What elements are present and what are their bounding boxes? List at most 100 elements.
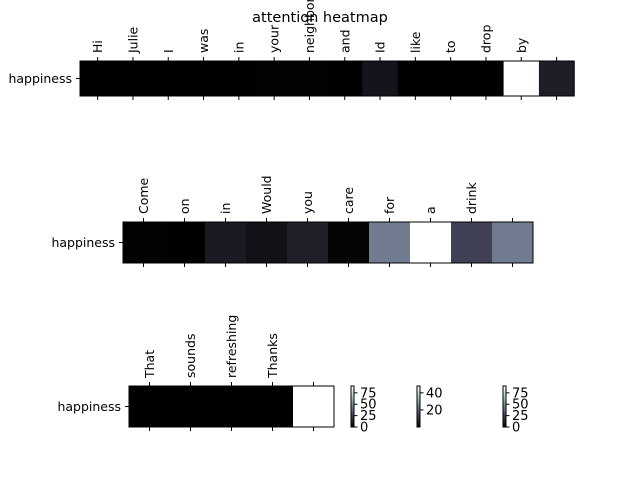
y-tick-label: happiness <box>51 235 115 250</box>
colorbar-segment <box>417 424 420 427</box>
heatmap-panel: That sounds refreshing Thanks happiness <box>57 315 335 431</box>
colorbar-segment <box>351 387 354 389</box>
heatmap-cell <box>410 222 452 263</box>
x-tick-label: to <box>443 40 458 53</box>
colorbar-segment <box>417 387 420 389</box>
colorbar-segment <box>503 408 506 410</box>
heatmap-panel: Come on in Would you care for a drink happiness <box>51 175 534 267</box>
heatmap-cell <box>150 61 187 96</box>
colorbar-segment <box>351 400 354 402</box>
colorbar-segment <box>503 404 506 406</box>
colorbar-segment <box>417 396 420 398</box>
y-tick-label: happiness <box>57 399 121 414</box>
colorbar-segment <box>351 413 354 415</box>
colorbar-segment <box>351 393 354 395</box>
colorbar-segment <box>417 405 420 407</box>
colorbar-segment <box>503 392 506 394</box>
colorbar-segment <box>351 395 354 397</box>
heatmap-cell <box>397 61 434 96</box>
colorbar-tick-label: 40 <box>426 386 443 401</box>
colorbar-segment <box>503 394 506 396</box>
heatmap-cell <box>293 386 335 427</box>
y-tick-label: happiness <box>8 71 72 86</box>
colorbar-segment <box>417 416 420 419</box>
colorbar-segment <box>503 398 506 400</box>
colorbar-segment <box>351 424 354 427</box>
colorbar-tick-label: 0 <box>360 421 368 436</box>
colorbar-segment <box>351 397 354 399</box>
heatmap-cell <box>115 61 151 96</box>
colorbar-segment <box>417 408 420 410</box>
heatmap-cell <box>205 222 247 263</box>
x-tick-label: by <box>514 37 529 53</box>
colorbar-segment <box>351 406 354 408</box>
x-tick-label: drink <box>464 182 479 214</box>
colorbar-segment <box>417 390 420 392</box>
colorbar-segment <box>351 407 354 409</box>
colorbar-segment <box>351 394 354 396</box>
colorbar-segment <box>417 422 420 425</box>
heatmap-cell <box>538 61 575 96</box>
x-tick-label: Julie <box>125 26 140 54</box>
colorbar-segment <box>503 395 506 397</box>
colorbar-segment <box>351 389 354 391</box>
colorbar-segment <box>503 415 506 418</box>
colorbar-segment <box>351 392 354 394</box>
colorbar-segment <box>503 405 506 407</box>
x-tick-label: for <box>382 196 397 214</box>
colorbar-segment <box>417 415 420 418</box>
colorbar-segment <box>417 393 420 395</box>
colorbar-segment <box>351 416 354 419</box>
colorbar-segment <box>351 414 354 417</box>
colorbar-segment <box>503 391 506 393</box>
colorbar-segment <box>417 409 420 411</box>
heatmap-cell <box>221 61 257 96</box>
colorbar-tick-label: 50 <box>512 398 529 413</box>
colorbar-segment <box>417 423 420 426</box>
x-tick-label: your <box>267 24 282 53</box>
colorbar-segment <box>503 407 506 409</box>
colorbar-segment <box>417 403 420 405</box>
heatmap-cell <box>170 386 212 427</box>
heatmap-cell <box>492 222 534 263</box>
colorbar-segment <box>503 417 506 420</box>
colorbar-segment <box>503 418 506 421</box>
colorbar-tick-label: 20 <box>426 403 443 418</box>
colorbar-segment <box>351 420 354 423</box>
colorbar-segment <box>351 421 354 424</box>
colorbar-segment <box>503 388 506 390</box>
heatmap-cell <box>369 222 411 263</box>
heatmap-cell <box>503 61 540 96</box>
colorbar-segment <box>351 411 354 413</box>
heatmap-cell <box>451 222 493 263</box>
colorbar-tick-label: 25 <box>360 409 377 424</box>
colorbar-segment <box>351 404 354 406</box>
colorbar-segment <box>351 402 354 404</box>
colorbar-segment <box>351 390 354 392</box>
colorbar-segment <box>417 418 420 421</box>
heatmap-cell <box>129 386 171 427</box>
colorbar-segment <box>417 386 420 388</box>
colorbar-segment <box>351 419 354 422</box>
colorbar-segment <box>503 389 506 391</box>
colorbar-segment <box>351 403 354 405</box>
colorbar-segment <box>503 420 506 423</box>
colorbar-tick-label: 50 <box>360 398 377 413</box>
x-tick-label: Hi <box>90 40 105 53</box>
colorbar-segment <box>503 412 506 414</box>
colorbar-segment <box>503 403 506 405</box>
colorbar-tick-label: 75 <box>360 386 377 401</box>
colorbar-segment <box>503 387 506 389</box>
x-tick-label: on <box>177 198 192 214</box>
colorbar-segment <box>417 391 420 393</box>
colorbar-segment <box>417 399 420 401</box>
colorbar-tick-label: 0 <box>512 421 520 436</box>
colorbar-segment <box>503 406 506 408</box>
colorbar-segment <box>503 413 506 415</box>
colorbar-frame <box>350 385 355 428</box>
colorbar-segment <box>417 400 420 402</box>
